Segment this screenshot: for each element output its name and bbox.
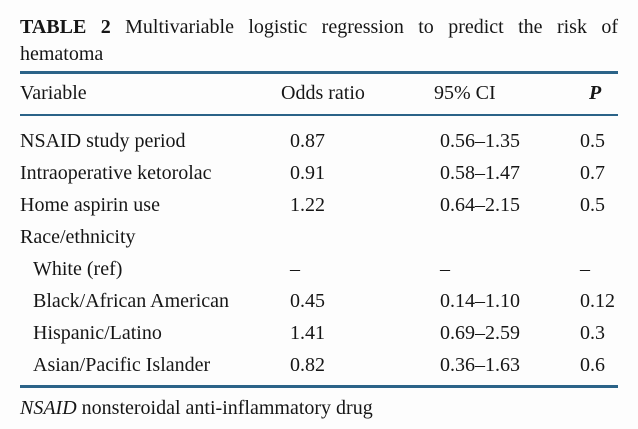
cell-variable: NSAID study period [20,129,186,152]
cell-ci: – [440,257,450,280]
table-number-label: TABLE 2 [20,16,111,38]
cell-odds-ratio: 0.91 [290,161,325,184]
cell-odds-ratio: 0.82 [290,353,325,376]
top-rule [20,71,618,74]
column-header-ci: 95% CI [434,82,496,104]
footnote-definition: nonsteroidal anti-inflammatory drug [81,396,373,419]
column-header-p: P [589,82,602,104]
table-title-overflow: hematoma [20,43,104,65]
table-row: NSAID study period 0.87 0.56–1.35 0.5 [20,125,618,157]
table-caption: TABLE 2 Multivariable logistic regressio… [20,14,618,68]
table-row: Asian/Pacific Islander 0.82 0.36–1.63 0.6 [20,349,618,381]
cell-odds-ratio: 0.87 [290,129,325,152]
cell-variable: Hispanic/Latino [33,321,162,344]
footer-rule [20,385,618,388]
cell-ci: 0.69–2.59 [440,321,520,344]
table-caption-line-2: hematoma [20,41,618,68]
table-row: Hispanic/Latino 1.41 0.69–2.59 0.3 [20,317,618,349]
cell-ci: 0.36–1.63 [440,353,520,376]
table-title-text: Multivariable logistic regression to pre… [125,16,619,38]
cell-variable: Asian/Pacific Islander [33,353,211,376]
cell-variable: Home aspirin use [20,193,160,216]
cell-p: 0.5 [580,129,605,152]
column-header-odds-ratio: Odds ratio [281,82,365,104]
table-row: Intraoperative ketorolac 0.91 0.58–1.47 0.7 [20,157,618,189]
cell-ci: 0.14–1.10 [440,289,520,312]
cell-variable: Intraoperative ketorolac [20,161,212,184]
cell-variable: Black/African American [33,289,230,312]
cell-p: 0.7 [580,161,605,184]
cell-variable: Race/ethnicity [20,225,136,248]
column-header-variable: Variable [20,82,87,104]
cell-variable: White (ref) [33,257,123,280]
cell-odds-ratio: 1.22 [290,193,325,216]
table-body: NSAID study period 0.87 0.56–1.35 0.5 Intrao… [20,116,618,381]
cell-odds-ratio: 1.41 [290,321,325,344]
cell-p: 0.5 [580,193,605,216]
table-caption-line-1: TABLE 2 Multivariable logistic regressio… [20,14,618,41]
cell-odds-ratio: 0.45 [290,289,325,312]
footnote-abbreviation: NSAID [20,396,77,419]
cell-odds-ratio: – [290,257,300,280]
cell-p: 0.12 [580,289,615,312]
table-row: Black/African American 0.45 0.14–1.10 0.12 [20,285,618,317]
header-rule [20,113,618,116]
cell-p: 0.3 [580,321,605,344]
cell-ci: 0.58–1.47 [440,161,520,184]
cell-ci: 0.64–2.15 [440,193,520,216]
cell-p: 0.6 [580,353,605,376]
table-header-row: Variable Odds ratio 95% CI P [20,74,618,114]
cell-ci: 0.56–1.35 [440,129,520,152]
table-row: Race/ethnicity [20,221,618,253]
table-footnote: NSAID nonsteroidal anti-inflammatory dru… [20,395,618,422]
table-row: Home aspirin use 1.22 0.64–2.15 0.5 [20,189,618,221]
table-row: White (ref) – – – [20,253,618,285]
cell-p: – [580,257,590,280]
